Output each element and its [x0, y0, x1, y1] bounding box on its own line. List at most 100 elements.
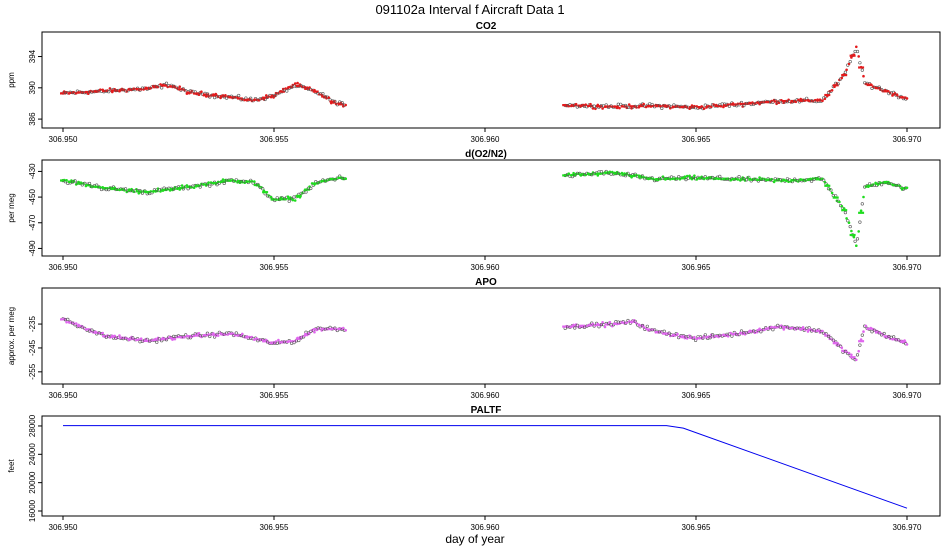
data-point — [221, 178, 225, 181]
data-point — [660, 106, 664, 110]
data-point — [261, 187, 265, 191]
data-point — [342, 105, 345, 108]
data-point — [685, 174, 689, 178]
data-mean-mark — [680, 105, 687, 109]
data-point — [826, 334, 831, 339]
series-points — [60, 45, 909, 111]
x-tick-label: 306.965 — [682, 135, 711, 144]
data-point — [298, 83, 302, 86]
data-mean-mark — [832, 196, 839, 199]
data-point — [574, 102, 578, 106]
data-point — [858, 61, 862, 65]
data-mean-mark — [807, 328, 814, 331]
data-point — [277, 338, 280, 342]
panel-title: PALTF — [471, 405, 502, 416]
data-point — [200, 335, 203, 339]
data-point — [683, 175, 687, 178]
data-point — [642, 176, 645, 179]
data-mean-mark — [76, 182, 83, 185]
data-point — [216, 180, 220, 184]
data-point — [113, 334, 116, 338]
data-mean-mark — [186, 335, 193, 338]
data-point — [852, 235, 856, 239]
panel-3: APO 306.950 306.955 306.960 306.965 306.970 -2… — [7, 277, 941, 400]
data-mean-mark — [841, 209, 848, 212]
data-mean-mark — [875, 182, 881, 185]
data-point — [233, 179, 237, 183]
data-point — [717, 104, 720, 108]
data-mean-mark — [748, 330, 755, 333]
data-point — [582, 103, 585, 107]
data-point — [73, 179, 77, 183]
data-point — [113, 88, 116, 91]
series-points — [60, 169, 909, 247]
data-point — [65, 320, 68, 324]
data-point — [822, 178, 826, 182]
data-mean-mark — [152, 190, 159, 193]
data-mean-mark — [731, 333, 738, 336]
data-mean-mark — [849, 54, 856, 57]
x-tick-label: 306.970 — [893, 263, 922, 272]
data-point — [848, 59, 852, 64]
data-point — [869, 326, 873, 330]
data-mean-mark — [883, 180, 890, 184]
data-point — [296, 81, 299, 85]
data-point — [208, 184, 212, 188]
data-point — [869, 83, 873, 86]
data-point — [879, 183, 884, 187]
data-point — [862, 74, 865, 78]
data-mean-mark — [612, 105, 619, 108]
data-point — [645, 324, 649, 328]
data-point — [89, 330, 92, 333]
data-point — [888, 337, 892, 341]
data-point — [626, 171, 630, 175]
data-point — [214, 92, 218, 96]
data-point — [801, 326, 805, 329]
data-point — [741, 176, 744, 179]
data-mean-mark — [60, 92, 66, 95]
data-point — [107, 90, 111, 94]
data-point — [237, 93, 241, 98]
panel-4: PALTF 306.950 306.955 306.960 306.965 306.970… — [7, 405, 941, 532]
data-point — [591, 107, 595, 110]
data-point — [770, 325, 773, 329]
data-point — [275, 196, 279, 200]
data-point — [862, 330, 865, 333]
panel-frame — [41, 31, 941, 129]
data-mean-mark — [646, 177, 653, 180]
data-point — [618, 106, 621, 110]
data-point — [845, 350, 848, 354]
data-point — [700, 105, 703, 108]
data-point — [107, 188, 111, 192]
x-tick-label: 306.950 — [49, 263, 78, 272]
data-point — [118, 334, 121, 337]
data-point — [290, 85, 294, 89]
data-point — [809, 179, 814, 183]
data-point — [703, 333, 707, 337]
data-point — [727, 104, 732, 108]
data-mean-mark — [144, 87, 151, 90]
data-point — [669, 106, 672, 110]
data-mean-mark — [841, 74, 848, 77]
data-point — [215, 183, 219, 187]
data-point — [601, 321, 604, 324]
data-point — [855, 237, 860, 241]
data-point — [846, 219, 850, 223]
series-points — [60, 317, 909, 362]
data-mean-mark — [102, 335, 109, 338]
data-point — [608, 320, 612, 324]
y-tick-label: -430 — [28, 163, 37, 180]
data-point — [804, 328, 807, 332]
data-point — [166, 85, 169, 89]
data-point — [683, 336, 687, 340]
data-point — [106, 187, 109, 190]
data-mean-mark — [579, 324, 586, 327]
data-point — [231, 332, 234, 336]
data-point — [693, 335, 696, 339]
x-tick-label: 306.955 — [260, 523, 289, 532]
data-point — [285, 89, 289, 93]
y-axis-label: approx. per meg — [7, 307, 16, 365]
x-tick-label: 306.955 — [260, 391, 289, 400]
data-point — [700, 175, 703, 179]
data-point — [688, 334, 691, 338]
